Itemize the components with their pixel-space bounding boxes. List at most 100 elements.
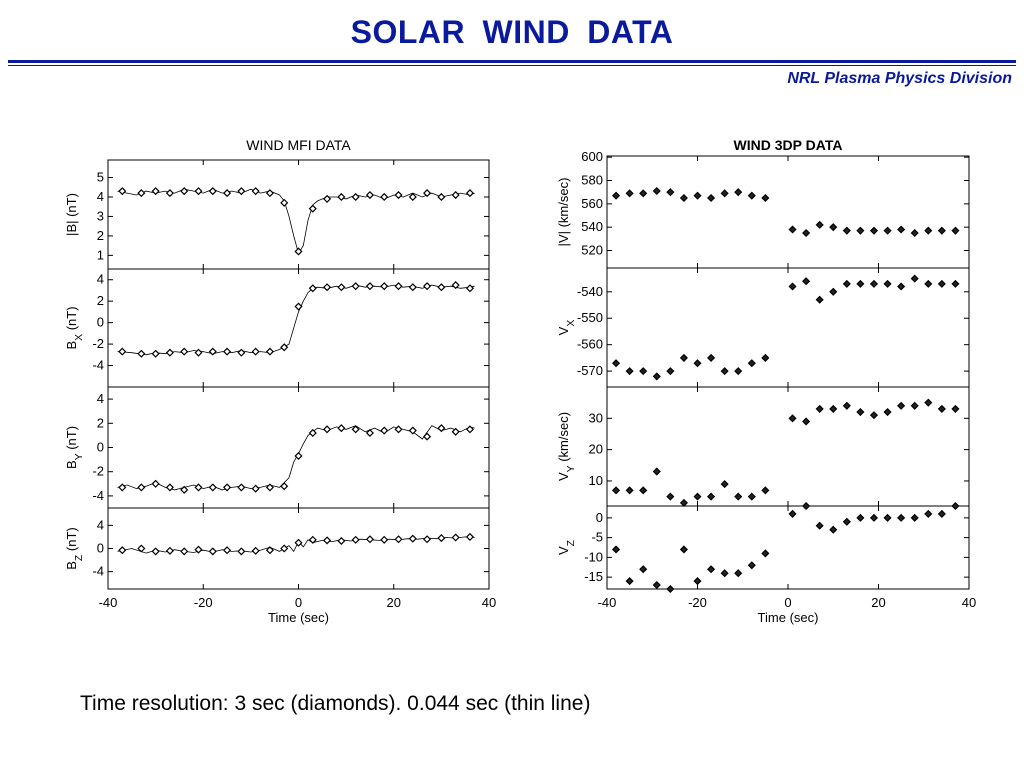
data-point	[151, 547, 160, 556]
data-point	[394, 190, 403, 200]
data-point	[937, 509, 946, 518]
y-tick-label: 5	[97, 170, 104, 185]
data-point	[451, 533, 460, 542]
data-point	[351, 192, 360, 202]
data-point	[251, 347, 260, 356]
y-tick-label: 540	[581, 219, 603, 234]
data-point	[910, 513, 919, 522]
panel-frame	[606, 155, 970, 269]
data-point	[408, 192, 417, 202]
panel-3: 30 20 10 VY (km/sec)	[556, 386, 970, 507]
y-tick-label: -15	[584, 569, 603, 584]
y-tick-label: 10	[589, 473, 603, 488]
data-point	[856, 279, 865, 288]
data-point	[265, 189, 274, 198]
data-point	[612, 545, 621, 554]
data-point	[208, 547, 217, 556]
panel-2: -540 -550 -560 -570 VX	[556, 267, 970, 388]
data-point	[802, 417, 811, 426]
data-point	[194, 348, 203, 357]
data-point	[747, 561, 756, 570]
data-point	[829, 404, 838, 413]
data-point	[151, 187, 160, 196]
data-point	[251, 187, 260, 196]
data-point	[842, 517, 851, 526]
data-point	[734, 367, 743, 376]
data-point	[910, 228, 919, 238]
data-point	[437, 534, 446, 543]
data-point	[118, 187, 127, 196]
data-point	[815, 295, 824, 304]
x-tick-label: 40	[482, 595, 496, 610]
data-point	[625, 189, 634, 198]
x-axis-label: Time (sec)	[268, 610, 329, 625]
data-point	[118, 483, 127, 492]
data-point	[951, 501, 960, 511]
data-point	[625, 577, 634, 586]
data-point	[679, 498, 688, 507]
fine-resolution-line	[117, 188, 475, 255]
data-point	[394, 282, 403, 291]
y-tick-label: -4	[92, 488, 104, 503]
data-point	[180, 187, 189, 196]
data-point	[720, 367, 729, 376]
data-point	[308, 535, 317, 544]
data-point	[223, 483, 232, 492]
data-point	[365, 428, 374, 438]
panel-2: 4 2 0 -2 -4 BX (nT)	[64, 268, 490, 388]
data-point	[639, 367, 648, 376]
data-point	[897, 513, 906, 522]
data-point	[365, 190, 374, 200]
y-tick-label: -4	[92, 564, 104, 579]
y-axis-label: BY (nT)	[64, 426, 85, 469]
data-point	[788, 282, 797, 291]
panel-frame	[107, 386, 490, 509]
y-tick-label: -540	[577, 284, 603, 299]
data-point	[761, 193, 770, 203]
data-point	[180, 347, 189, 356]
panel-frame	[606, 267, 970, 388]
data-point	[380, 426, 389, 435]
data-point	[137, 544, 146, 553]
data-point	[924, 509, 933, 518]
data-point	[856, 408, 865, 417]
data-point	[951, 404, 960, 413]
data-point	[451, 190, 460, 200]
fine-resolution-line	[117, 425, 475, 491]
data-point	[693, 577, 702, 586]
data-point	[165, 483, 174, 492]
y-tick-label: 520	[581, 243, 603, 258]
data-point	[788, 414, 797, 423]
data-point	[693, 191, 702, 200]
data-point	[639, 565, 648, 574]
data-point	[237, 547, 246, 556]
data-point	[707, 353, 716, 362]
data-point	[323, 536, 332, 545]
data-point	[208, 483, 217, 492]
data-point	[897, 225, 906, 234]
data-point	[380, 192, 389, 202]
time-resolution-caption: Time resolution: 3 sec (diamonds). 0.044…	[80, 692, 591, 715]
data-point	[720, 189, 729, 198]
y-tick-label: 20	[589, 442, 603, 457]
data-point	[951, 279, 960, 288]
data-point	[897, 401, 906, 410]
data-point	[194, 187, 203, 196]
data-point	[666, 584, 675, 594]
x-tick-label: 40	[962, 595, 976, 610]
data-point	[679, 193, 688, 203]
data-point	[280, 544, 289, 553]
data-point	[815, 521, 824, 530]
data-point	[883, 513, 892, 522]
x-axis-label: Time (sec)	[758, 610, 819, 625]
y-tick-label: -570	[577, 363, 603, 378]
data-point	[323, 194, 332, 203]
data-point	[118, 546, 127, 555]
y-tick-label: 2	[97, 228, 104, 243]
data-point	[180, 547, 189, 556]
chart-title: WIND MFI DATA	[246, 137, 351, 153]
data-point	[380, 282, 389, 291]
data-point	[365, 282, 374, 291]
data-point	[437, 424, 446, 433]
